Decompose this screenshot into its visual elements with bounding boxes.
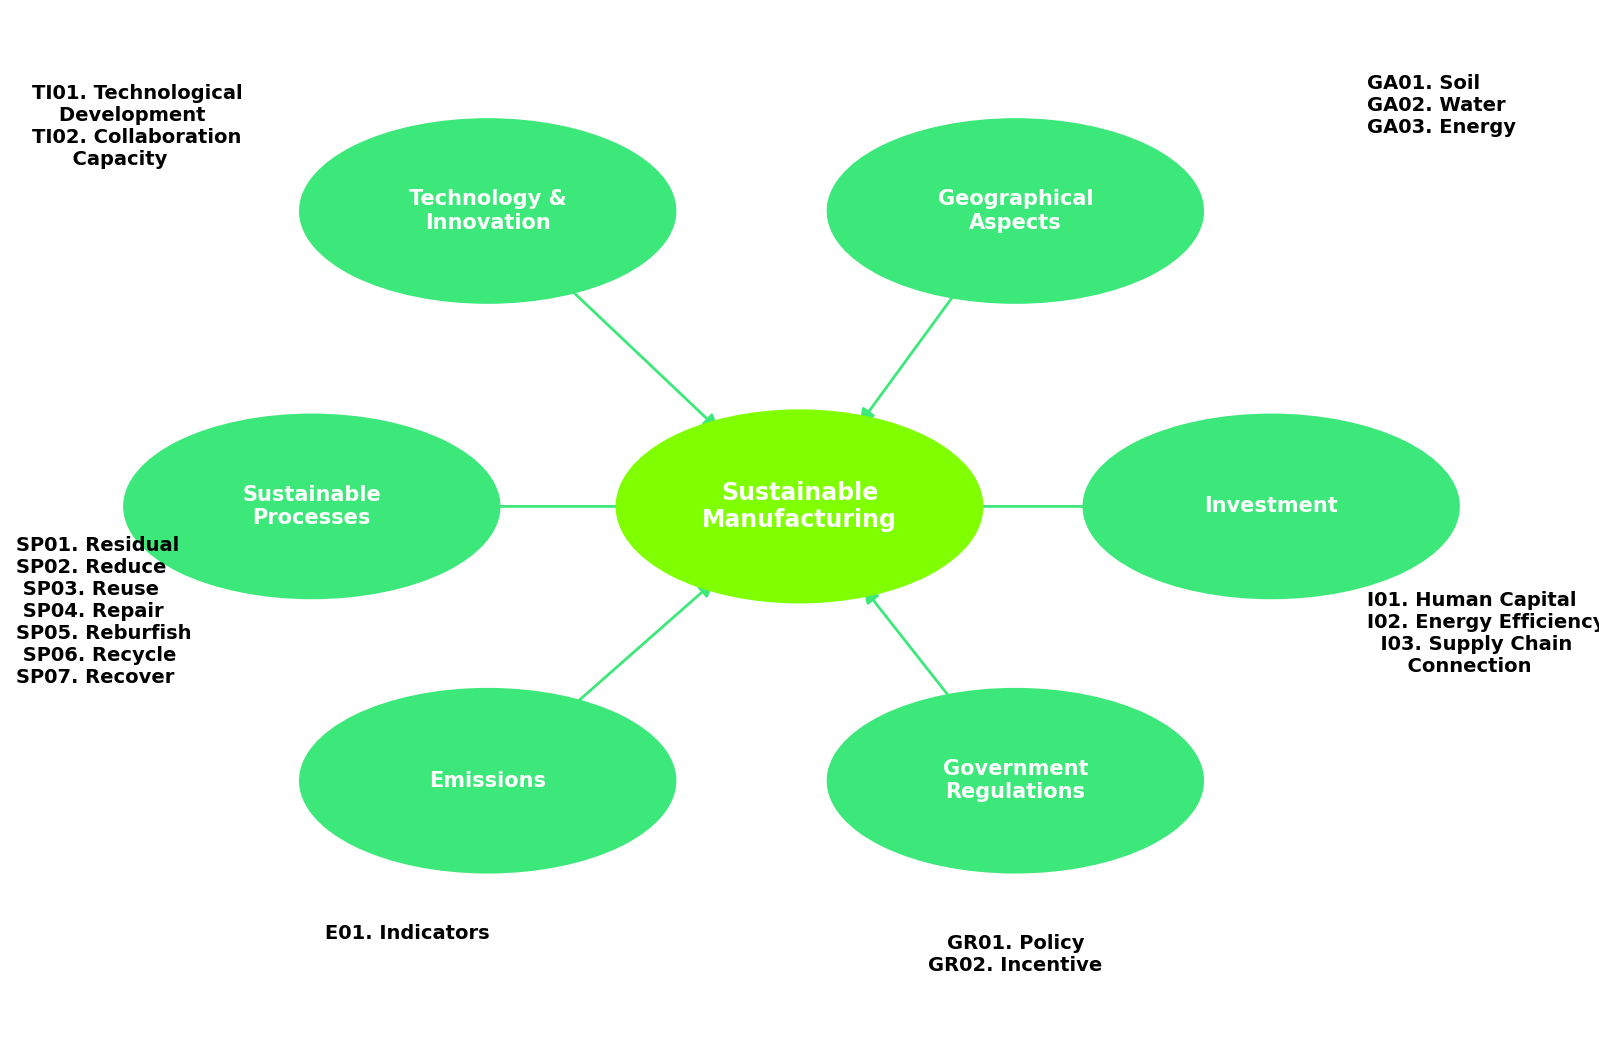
- Text: Sustainable
Manufacturing: Sustainable Manufacturing: [702, 480, 897, 533]
- Text: Emissions: Emissions: [429, 771, 547, 790]
- Text: GR01. Policy
GR02. Incentive: GR01. Policy GR02. Incentive: [929, 935, 1102, 975]
- Text: Geographical
Aspects: Geographical Aspects: [937, 190, 1094, 232]
- Text: E01. Indicators: E01. Indicators: [326, 924, 489, 943]
- Ellipse shape: [616, 409, 983, 603]
- Ellipse shape: [1083, 414, 1460, 599]
- Ellipse shape: [827, 688, 1204, 874]
- Text: Investment: Investment: [1204, 497, 1338, 516]
- Text: Technology &
Innovation: Technology & Innovation: [409, 190, 566, 232]
- Text: I01. Human Capital
I02. Energy Efficiency
  I03. Supply Chain
      Connection: I01. Human Capital I02. Energy Efficienc…: [1367, 591, 1599, 675]
- Text: GA01. Soil
GA02. Water
GA03. Energy: GA01. Soil GA02. Water GA03. Energy: [1367, 74, 1516, 137]
- Ellipse shape: [299, 688, 676, 874]
- Text: SP01. Residual
SP02. Reduce
 SP03. Reuse
 SP04. Repair
SP05. Reburfish
 SP06. Re: SP01. Residual SP02. Reduce SP03. Reuse …: [16, 536, 192, 688]
- Text: TI01. Technological
    Development
TI02. Collaboration
      Capacity: TI01. Technological Development TI02. Co…: [32, 84, 243, 169]
- Ellipse shape: [123, 414, 500, 599]
- Ellipse shape: [827, 118, 1204, 304]
- Ellipse shape: [299, 118, 676, 304]
- Text: Government
Regulations: Government Regulations: [943, 760, 1087, 802]
- Text: Sustainable
Processes: Sustainable Processes: [243, 485, 381, 528]
